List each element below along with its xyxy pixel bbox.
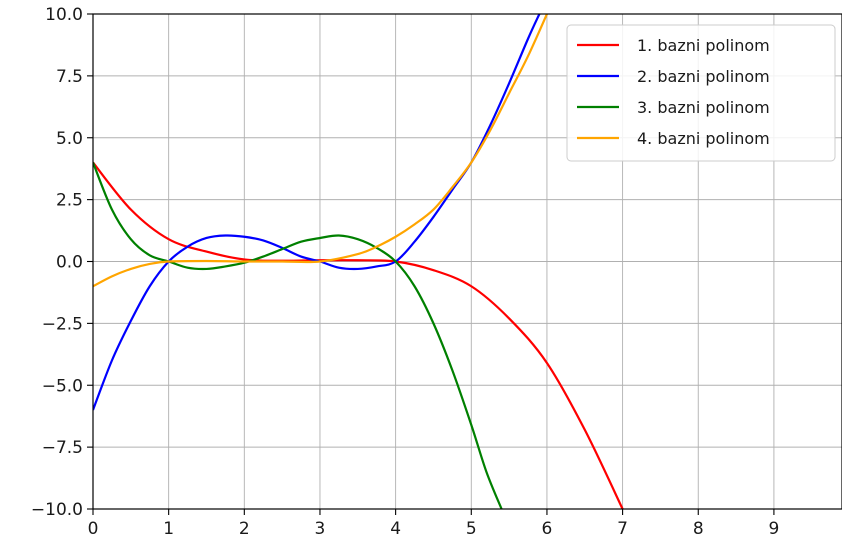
y-tick-label: 5.0	[56, 129, 83, 149]
series-layer	[93, 14, 624, 509]
x-tick-label: 0	[88, 519, 99, 539]
y-tick-label: −10.0	[31, 500, 83, 520]
x-tick-label: 1	[163, 519, 174, 539]
legend-label-2: 2. bazni polinom	[637, 67, 770, 86]
y-tick-label: 10.0	[45, 5, 83, 25]
y-tick-label: −5.0	[42, 376, 83, 396]
series-line-2	[93, 14, 541, 411]
legend-label-3: 3. bazni polinom	[637, 98, 770, 117]
x-tick-label: 5	[466, 519, 477, 539]
ticks: 0 1 2 3 4 5 6 7 8 9 −10.0 −7.5 −5.0 −2.5 0.0 2.5 5.0 7.5 1…	[31, 5, 779, 539]
legend-label-1: 1. bazni polinom	[637, 36, 770, 55]
y-tick-label: −7.5	[42, 438, 83, 458]
legend-box	[566, 24, 836, 162]
x-tick-label: 7	[617, 519, 628, 539]
series-line-4	[93, 14, 548, 288]
x-tick-label: 2	[239, 519, 250, 539]
series-line-1	[93, 161, 624, 509]
y-tick-label: 2.5	[56, 191, 83, 211]
y-tick-label: 7.5	[56, 67, 83, 87]
legend: 1. bazni polinom 2. bazni polinom 3. bazni…	[566, 24, 836, 162]
x-tick-label: 9	[768, 519, 779, 539]
x-tick-label: 4	[390, 519, 401, 539]
x-tick-label: 8	[693, 519, 704, 539]
series-line-3	[93, 162, 503, 509]
y-tick-label: 0.0	[56, 253, 83, 273]
y-tick-label: −2.5	[42, 314, 83, 334]
x-tick-label: 3	[315, 519, 326, 539]
legend-label-4: 4. bazni polinom	[637, 129, 770, 148]
x-tick-label: 6	[542, 519, 553, 539]
